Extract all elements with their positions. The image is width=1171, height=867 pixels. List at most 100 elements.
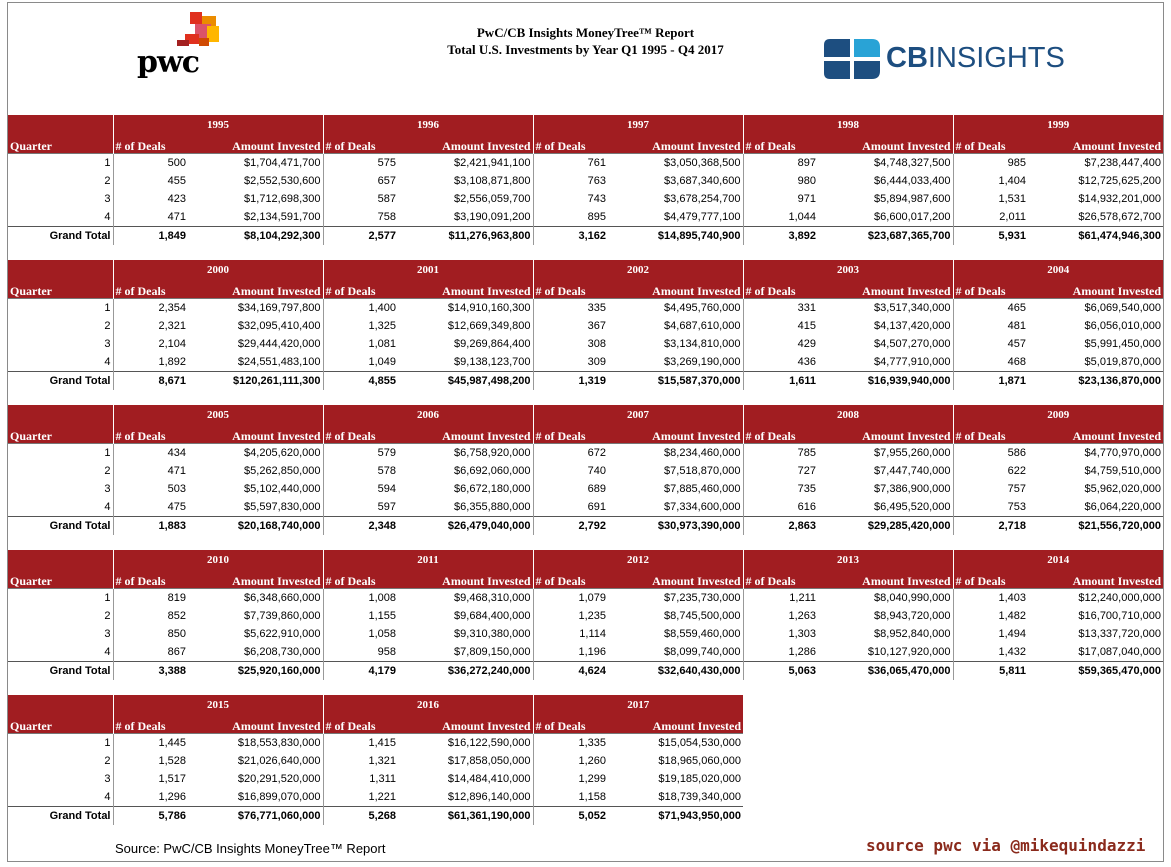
amount-value: $20,291,520,000 [237,772,321,785]
deals-value: 587 [322,190,398,208]
column-header-row: Quarter # of Deals Amount Invested # of Dea… [8,715,743,734]
amount-value: $5,894,987,600 [874,192,951,205]
amount-value: $9,269,864,400 [454,337,531,350]
quarter-number: 1 [8,733,113,752]
grand-total-row: Grand Total 8,671 $120,261,111,300 4,855 $45… [8,371,1163,390]
pwc-logo: pwc [135,12,230,82]
amount-header: Amount Invested [1028,425,1163,444]
total-amount: $61,361,190,000 [398,806,533,825]
deals-header: # of Deals [532,715,608,734]
amount-header: Amount Invested [188,715,323,734]
deals-header: # of Deals [952,135,1028,154]
deals-value: 1,079 [532,588,608,607]
total-deals: 5,268 [322,806,398,825]
grand-total-row: Grand Total 5,786 $76,771,060,000 5,268 $61,… [8,806,743,825]
deals-header: # of Deals [952,280,1028,299]
amount-value: $14,932,201,000 [1078,192,1161,205]
year-label: 1998 [742,115,953,135]
amount-value: $12,896,140,000 [447,790,531,803]
deals-value: 481 [952,317,1028,335]
deals-value: 1,058 [322,625,398,643]
total-deals: 2,577 [322,226,398,245]
amount-value: $4,770,970,000 [1028,443,1163,462]
quarter-number: 1 [8,153,113,172]
amount-value: $9,138,123,700 [454,355,531,368]
quarter-number: 4 [104,355,111,368]
quarter-number: 1 [8,298,113,317]
year-block-table: 2005 2006 2007 2008 2009 Quarter # of Deals Amo… [8,405,1163,535]
deals-value: 423 [112,190,188,208]
amount-value: $4,748,327,500 [818,153,953,172]
amount-value: $5,262,850,000 [244,464,321,477]
amount-value: $1,704,471,700 [188,153,323,172]
deals-value: 468 [952,353,1028,372]
amount-value: $12,240,000,000 [1028,588,1163,607]
amount-value: $4,759,510,000 [1084,464,1161,477]
deals-value: 758 [322,208,398,227]
deals-value: 457 [952,335,1028,353]
total-deals: 3,388 [112,661,188,680]
year-header-row: 2000 2001 2002 2003 2004 [8,260,1163,280]
deals-value: 455 [112,172,188,190]
amount-value: $26,578,672,700 [1078,210,1161,223]
quarter-number: 1 [8,588,113,607]
amount-header: Amount Invested [1028,280,1163,299]
deals-header: # of Deals [742,570,818,589]
deals-value: 743 [532,190,608,208]
year-block-table: 1995 1996 1997 1998 1999 Quarter # of Deals Amo… [8,115,1163,245]
year-label: 2010 [112,550,323,570]
deals-header: # of Deals [952,425,1028,444]
amount-value: $12,669,349,800 [447,319,531,332]
deals-value: 1,531 [952,190,1028,208]
deals-value: 1,415 [322,733,398,752]
deals-value: 1,400 [322,298,398,317]
amount-value: $18,739,340,000 [658,790,741,803]
quarter-row: 2 1,528 $21,026,640,000 1,321 $17,858,050,00… [8,752,743,770]
total-deals: 5,931 [952,226,1028,245]
amount-value: $2,556,059,700 [454,192,531,205]
quarter-number: 3 [104,482,111,495]
cb-insights-logo: CBINSIGHTS [822,37,1065,81]
quarter-number: 2 [104,319,111,332]
year-header-blank [8,550,113,570]
year-label: 1996 [322,115,533,135]
deals-value: 2,354 [112,298,188,317]
amount-value: $5,102,440,000 [244,482,321,495]
amount-header: Amount Invested [398,135,533,154]
amount-value: $6,064,220,000 [1084,500,1161,513]
deals-value: 1,221 [322,788,398,807]
quarter-number: 2 [104,609,111,622]
amount-value: $7,334,600,000 [664,500,741,513]
total-amount: $59,365,470,000 [1028,661,1163,680]
year-header-row: 1995 1996 1997 1998 1999 [8,115,1163,135]
quarter-row: 4 867 $6,208,730,000 958 $7,809,150,000 1,196… [8,643,1163,662]
amount-value: $17,087,040,000 [1078,645,1161,658]
deals-value: 867 [112,643,188,662]
grand-total-label: Grand Total [8,516,113,535]
year-label: 2001 [322,260,533,280]
deals-value: 689 [532,480,608,498]
deals-header: # of Deals [532,425,608,444]
amount-value: $2,134,591,700 [244,210,321,223]
quarter-row: 4 475 $5,597,830,000 597 $6,355,880,000 691 $7… [8,498,1163,517]
amount-value: $9,468,310,000 [398,588,533,607]
total-amount: $26,479,040,000 [398,516,533,535]
amount-header: Amount Invested [1028,570,1163,589]
amount-value: $5,962,020,000 [1084,482,1161,495]
deals-value: 672 [532,443,608,462]
year-label: 2005 [112,405,323,425]
quarter-row: 1 2,354 $34,169,797,800 1,400 $14,910,160,30… [8,298,1163,317]
amount-value: $8,943,720,000 [874,609,951,622]
quarter-header: Quarter [8,135,113,154]
quarter-number: 2 [104,754,111,767]
deals-value: 1,260 [532,752,608,770]
amount-header: Amount Invested [1028,135,1163,154]
deals-header: # of Deals [112,425,188,444]
amount-value: $3,108,871,800 [454,174,531,187]
column-header-row: Quarter # of Deals Amount Invested # of Dea… [8,425,1163,444]
year-label: 2012 [532,550,743,570]
deals-value: 1,299 [532,770,608,788]
amount-value: $4,687,610,000 [664,319,741,332]
deals-value: 1,008 [322,588,398,607]
amount-value: $16,122,590,000 [398,733,533,752]
